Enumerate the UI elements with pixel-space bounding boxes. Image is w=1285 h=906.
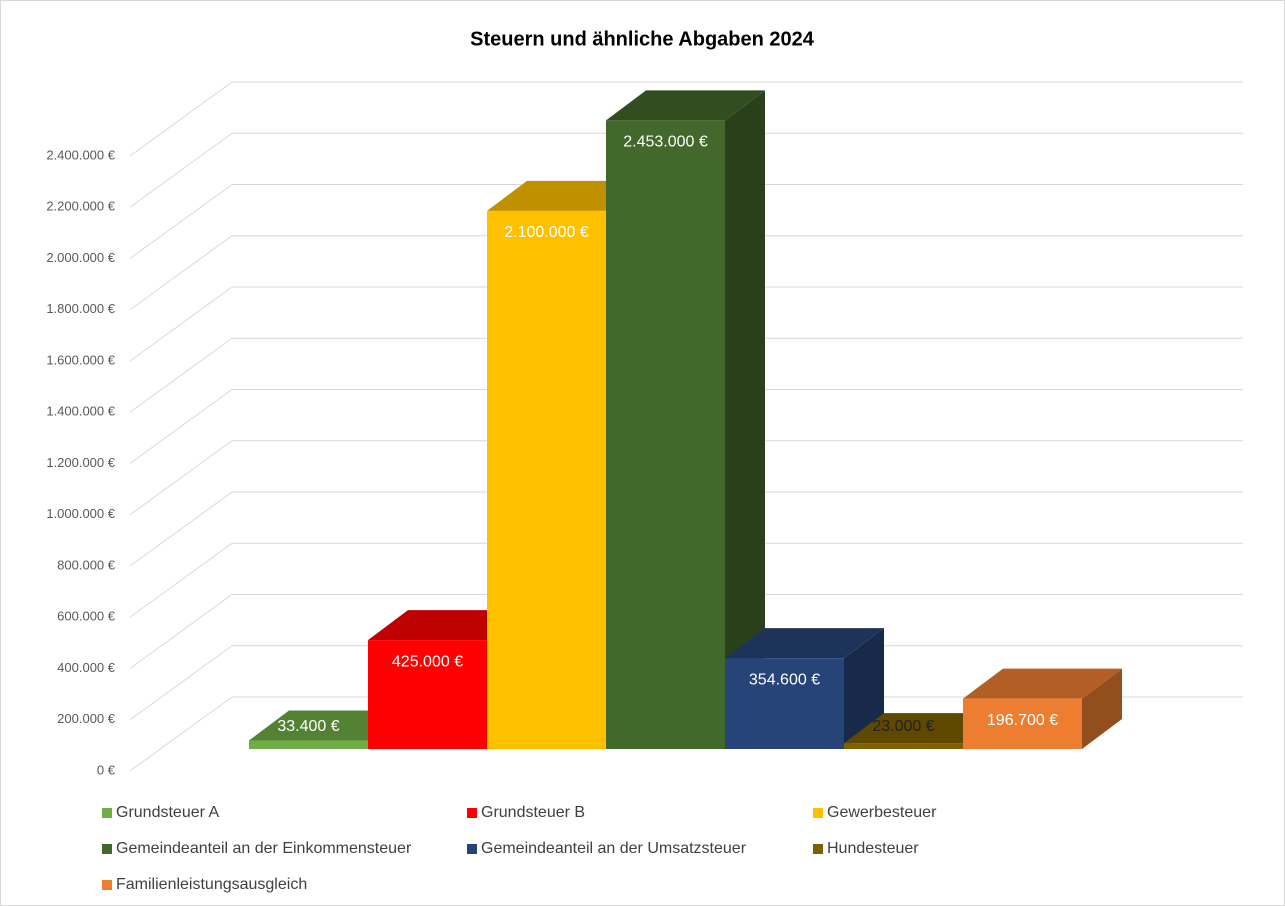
- grid-line: [129, 337, 233, 413]
- bar-top: [606, 90, 765, 121]
- bar-side: [844, 628, 884, 749]
- y-tick-label: 600.000 €: [57, 609, 116, 624]
- chart-title: Steuern und ähnliche Abgaben 2024: [470, 28, 815, 50]
- legend-swatch: [813, 844, 823, 854]
- data-label: 2.100.000 €: [504, 224, 589, 241]
- bar: [249, 740, 368, 749]
- legend-swatch: [813, 808, 823, 818]
- bar-top: [725, 628, 884, 659]
- bar-side: [725, 90, 765, 749]
- y-tick-label: 800.000 €: [57, 557, 116, 572]
- legend-swatch: [467, 844, 477, 854]
- legend-label: Gewerbesteuer: [827, 804, 937, 821]
- grid-line: [129, 696, 233, 772]
- data-label: 33.400 €: [277, 718, 339, 735]
- legend-label: Gemeindeanteil an der Umsatzsteuer: [481, 840, 747, 857]
- data-label: 354.600 €: [749, 671, 820, 688]
- bar: [844, 743, 963, 749]
- bar: [725, 658, 844, 749]
- y-tick-label: 200.000 €: [57, 711, 116, 726]
- bar: [606, 120, 725, 749]
- grid-line: [129, 440, 233, 516]
- grid-line: [129, 286, 233, 362]
- grid-line: [129, 542, 233, 618]
- grid-line: [129, 389, 233, 464]
- grid-line: [129, 594, 233, 669]
- y-tick-label: 1.000.000 €: [46, 506, 115, 521]
- grid-line: [129, 235, 233, 311]
- legend-swatch: [102, 844, 112, 854]
- y-tick-label: 400.000 €: [57, 660, 116, 675]
- bar: [487, 210, 606, 749]
- y-tick-label: 1.600.000 €: [46, 352, 115, 367]
- grid-line: [129, 491, 233, 567]
- data-label: 23.000 €: [872, 718, 934, 735]
- legend-label: Gemeindeanteil an der Einkommensteuer: [116, 840, 412, 857]
- legend-swatch: [102, 808, 112, 818]
- grid-line: [129, 81, 233, 157]
- bar-side: [1082, 668, 1122, 749]
- legend-label: Grundsteuer A: [116, 804, 220, 821]
- grid-line: [129, 184, 233, 259]
- bar: [368, 640, 487, 749]
- y-tick-label: 0 €: [97, 762, 116, 777]
- legend-label: Grundsteuer B: [481, 804, 585, 821]
- legend-label: Hundesteuer: [827, 840, 919, 857]
- legend-label: Familienleistungsausgleich: [116, 876, 307, 893]
- y-tick-label: 2.000.000 €: [46, 250, 115, 265]
- data-label: 425.000 €: [392, 653, 463, 670]
- legend-swatch: [467, 808, 477, 818]
- grid-line: [129, 645, 233, 721]
- y-tick-label: 1.800.000 €: [46, 301, 115, 316]
- data-label: 2.453.000 €: [623, 134, 708, 151]
- bar-top: [963, 668, 1122, 699]
- y-tick-label: 2.400.000 €: [46, 147, 115, 162]
- y-tick-label: 2.200.000 €: [46, 199, 115, 214]
- legend-swatch: [102, 880, 112, 890]
- grid-line: [129, 132, 233, 208]
- bar: [963, 698, 1082, 749]
- data-label: 196.700 €: [987, 712, 1058, 729]
- y-tick-label: 1.200.000 €: [46, 455, 115, 470]
- y-tick-label: 1.400.000 €: [46, 404, 115, 419]
